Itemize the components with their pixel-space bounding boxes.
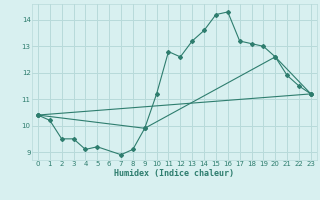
X-axis label: Humidex (Indice chaleur): Humidex (Indice chaleur): [115, 169, 234, 178]
